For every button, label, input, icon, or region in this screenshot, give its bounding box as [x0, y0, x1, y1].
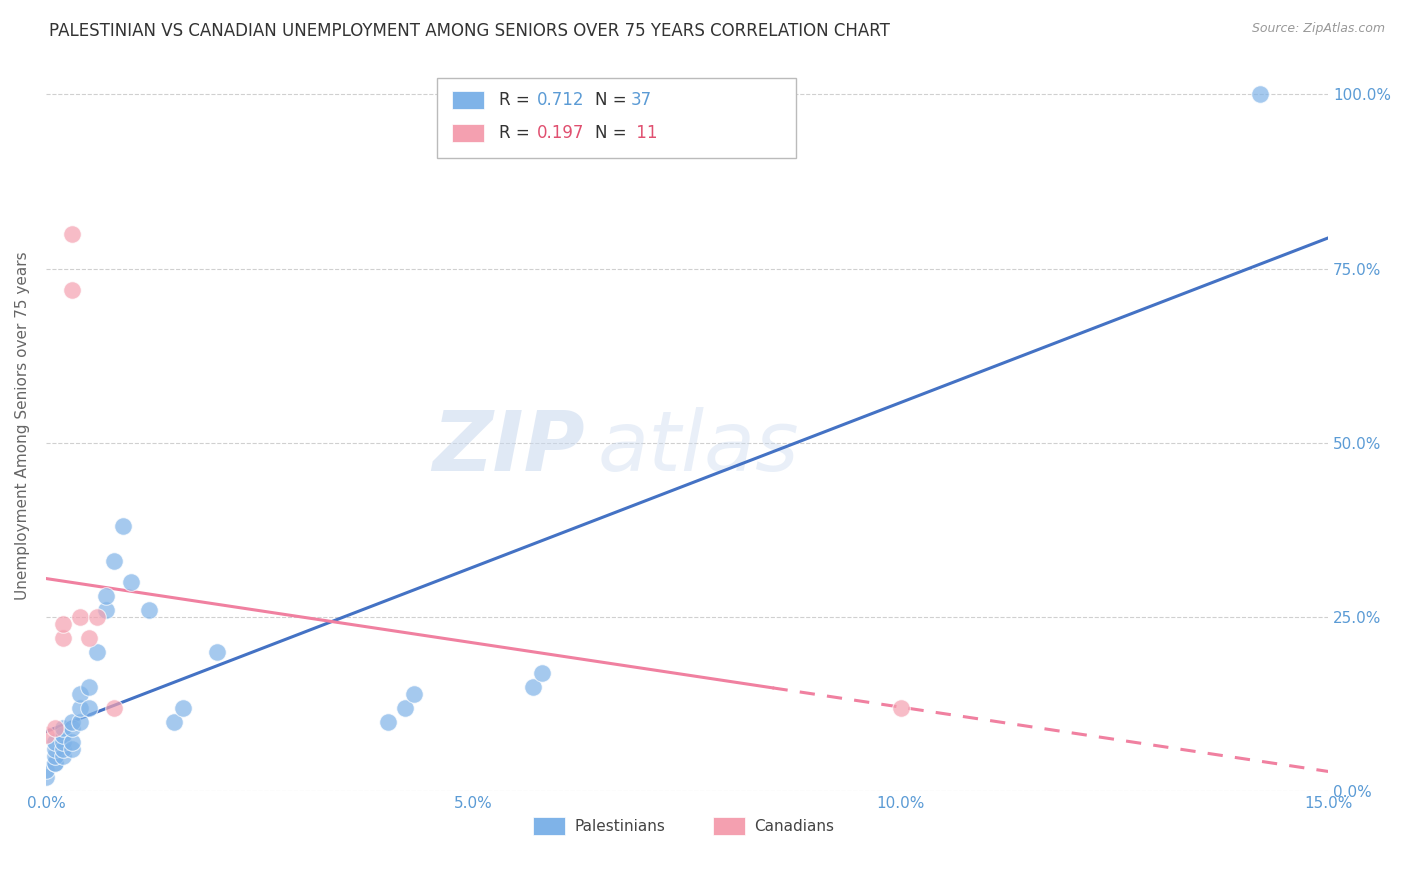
Bar [453, 91, 485, 109]
Point [377, 714, 399, 729]
Text: 11: 11 [631, 124, 657, 142]
Point [530, 665, 553, 680]
Point [52, 722, 75, 736]
Point [69, 610, 91, 624]
Text: atlas: atlas [598, 407, 799, 488]
Point [52, 617, 75, 632]
Point [52, 735, 75, 749]
Text: Source: ZipAtlas.com: Source: ZipAtlas.com [1251, 22, 1385, 36]
Point [52, 631, 75, 645]
Text: 0.712: 0.712 [537, 91, 585, 109]
Point [77, 680, 100, 694]
Point [44, 742, 66, 756]
Point [394, 700, 416, 714]
Y-axis label: Unemployment Among Seniors over 75 years: Unemployment Among Seniors over 75 years [15, 251, 30, 599]
Point [172, 700, 194, 714]
Point [103, 700, 125, 714]
Text: R =: R = [499, 124, 534, 142]
Point [69, 687, 91, 701]
Point [52, 749, 75, 764]
Point [35, 728, 58, 742]
Text: ZIP: ZIP [432, 407, 585, 488]
Point [77, 700, 100, 714]
Text: Canadians: Canadians [754, 819, 834, 834]
Point [35, 764, 58, 778]
Point [52, 742, 75, 756]
Point [111, 519, 134, 533]
Point [60, 735, 83, 749]
Point [35, 770, 58, 784]
Point [60, 722, 83, 736]
Bar [533, 817, 565, 835]
Point [120, 575, 142, 590]
Point [94, 603, 117, 617]
Point [60, 283, 83, 297]
Bar [713, 817, 745, 835]
Point [402, 687, 425, 701]
Bar [453, 124, 485, 142]
Point [103, 554, 125, 568]
Text: Palestinians: Palestinians [574, 819, 665, 834]
Point [44, 749, 66, 764]
Point [138, 603, 160, 617]
Text: PALESTINIAN VS CANADIAN UNEMPLOYMENT AMONG SENIORS OVER 75 YEARS CORRELATION CHA: PALESTINIAN VS CANADIAN UNEMPLOYMENT AMO… [49, 22, 890, 40]
Point [94, 589, 117, 603]
Point [44, 722, 66, 736]
Point [522, 680, 544, 694]
Point [60, 742, 83, 756]
Point [77, 631, 100, 645]
Point [1249, 87, 1271, 102]
Text: N =: N = [595, 124, 631, 142]
Point [44, 756, 66, 771]
Point [44, 756, 66, 771]
Text: N =: N = [595, 91, 631, 109]
Point [86, 645, 108, 659]
Point [163, 714, 186, 729]
FancyBboxPatch shape [437, 78, 796, 159]
Point [205, 645, 228, 659]
Point [69, 700, 91, 714]
Text: 37: 37 [631, 91, 652, 109]
Point [890, 700, 912, 714]
Point [60, 227, 83, 241]
Point [44, 735, 66, 749]
Point [86, 610, 108, 624]
Text: R =: R = [499, 91, 534, 109]
Point [52, 728, 75, 742]
Point [69, 714, 91, 729]
Point [60, 714, 83, 729]
Text: 0.197: 0.197 [537, 124, 585, 142]
